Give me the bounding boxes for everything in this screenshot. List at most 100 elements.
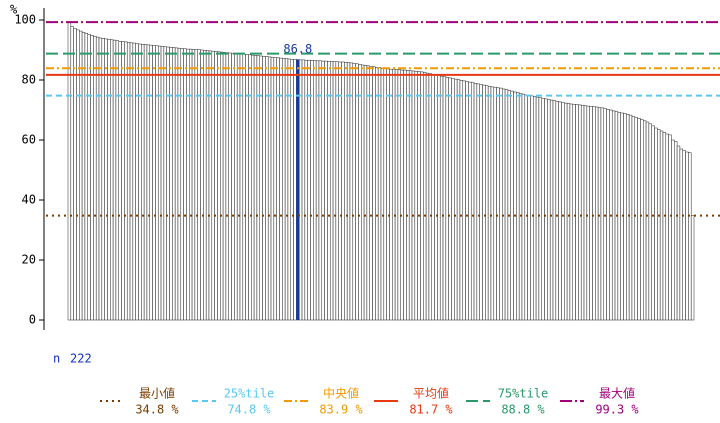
bar — [186, 48, 190, 321]
bar — [479, 84, 483, 321]
legend-value: 81.7 % — [409, 403, 453, 417]
bar — [538, 97, 542, 321]
bar — [194, 49, 198, 321]
bar — [352, 63, 356, 321]
bar — [310, 60, 314, 321]
bar — [423, 72, 427, 321]
y-tick-label: 0 — [29, 313, 36, 327]
y-tick-label: 60 — [22, 133, 36, 147]
bar — [400, 69, 404, 321]
bar — [417, 71, 421, 321]
bar — [504, 89, 509, 321]
bar — [468, 81, 472, 321]
bar — [499, 87, 503, 321]
bar — [135, 43, 139, 321]
bar — [197, 49, 201, 321]
bar — [592, 106, 596, 321]
bar — [547, 99, 551, 321]
bar — [662, 132, 667, 321]
highlighted-bar — [296, 59, 300, 321]
bar — [679, 148, 683, 321]
bar — [380, 68, 385, 321]
bar — [369, 66, 373, 321]
bar — [87, 34, 91, 321]
bar — [535, 96, 540, 321]
bar — [518, 93, 523, 321]
bar — [502, 88, 506, 321]
bar — [580, 104, 585, 321]
bar — [516, 92, 520, 321]
bar — [569, 103, 573, 321]
bar — [541, 98, 545, 321]
bar — [583, 105, 588, 321]
bar — [640, 119, 644, 321]
bar — [242, 53, 246, 321]
bar — [366, 65, 370, 321]
bar — [575, 104, 579, 321]
legend-name: 平均値 — [413, 386, 449, 401]
bar — [84, 32, 88, 321]
bar — [95, 36, 100, 321]
bar — [110, 39, 114, 321]
bar — [476, 83, 480, 321]
bar — [564, 102, 568, 321]
bar — [392, 68, 396, 321]
legend-name: 最小値 — [139, 386, 175, 401]
bar — [293, 59, 297, 321]
bar — [307, 59, 311, 321]
bar — [451, 78, 455, 321]
bar — [76, 29, 80, 321]
bar — [172, 47, 176, 321]
bar — [73, 28, 77, 321]
bar — [349, 62, 354, 321]
bar — [600, 107, 605, 321]
bar — [521, 93, 526, 321]
bar — [442, 76, 447, 321]
bar — [513, 91, 517, 321]
bar — [637, 118, 641, 321]
bar — [298, 59, 303, 321]
bar — [183, 48, 187, 321]
bar — [276, 57, 280, 321]
bar — [107, 38, 111, 321]
bar — [493, 86, 497, 321]
bar — [611, 110, 616, 321]
bar — [361, 64, 365, 321]
bar — [386, 68, 390, 321]
bar — [420, 71, 424, 321]
bar — [279, 57, 283, 321]
bar — [152, 45, 156, 321]
bar — [329, 61, 334, 321]
bar — [578, 104, 582, 321]
bar — [327, 61, 331, 321]
bar — [428, 73, 433, 321]
bar — [355, 63, 359, 321]
bar — [552, 100, 557, 321]
bar — [454, 78, 458, 321]
bar — [200, 49, 204, 321]
bar — [606, 109, 610, 321]
bar — [118, 41, 122, 321]
bar — [648, 123, 652, 321]
bar — [651, 125, 655, 321]
bar — [208, 50, 213, 321]
bar — [507, 90, 511, 321]
bar — [572, 104, 576, 321]
bar — [654, 127, 658, 321]
bar — [98, 37, 103, 321]
bar — [445, 77, 449, 321]
bar — [544, 98, 548, 321]
bar — [626, 114, 630, 321]
bar — [383, 68, 387, 321]
bar — [112, 39, 117, 321]
bar — [586, 105, 590, 321]
bar — [101, 38, 105, 321]
bar — [665, 133, 669, 321]
bar — [406, 70, 410, 321]
legend-value: 99.3 % — [595, 403, 639, 417]
bar — [487, 86, 492, 321]
bar — [358, 64, 362, 321]
bar — [315, 60, 320, 321]
legend-value: 83.9 % — [319, 403, 363, 417]
bar — [222, 52, 227, 321]
